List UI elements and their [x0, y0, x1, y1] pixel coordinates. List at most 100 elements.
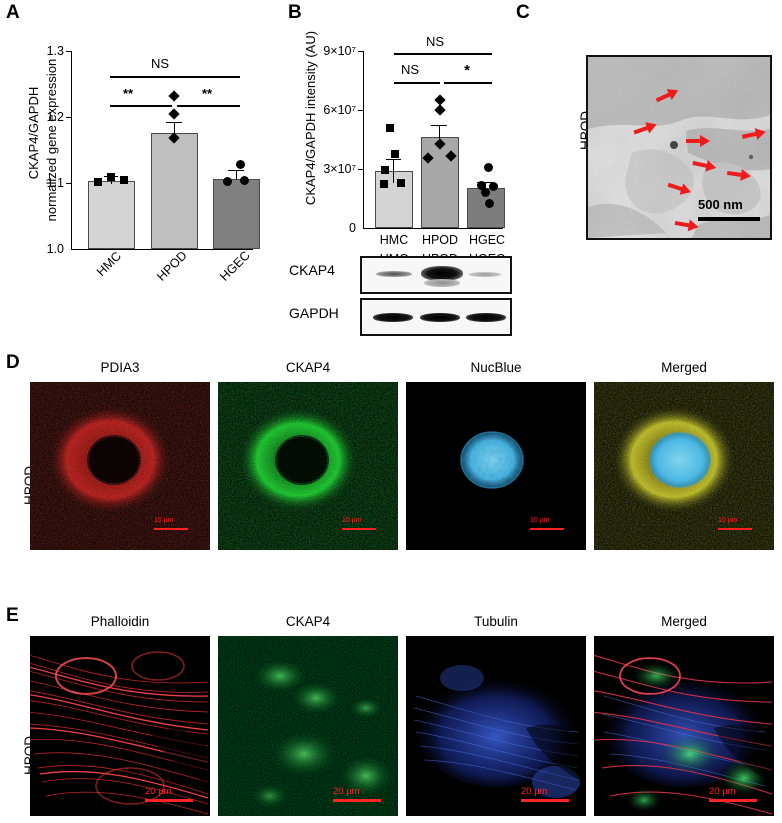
panel-a-ytick-3: 1.0 [46, 242, 64, 256]
panel-e-scalebar-text-4: 20 µm [709, 786, 736, 797]
panel-a-ytick-mark-1 [66, 117, 71, 118]
arrow-icon [674, 219, 699, 232]
panel-c-scalebar-text: 500 nm [698, 197, 743, 212]
panel-a-errorbar-cap-hgec [228, 170, 244, 172]
panel-b-errorbar-cap-hmc [386, 159, 401, 161]
panel-a-ylabel-line2: normalized gene expression [44, 58, 59, 222]
panel-a-ytick-0: 1.3 [46, 44, 64, 58]
blot-band-gapdh-hpod [420, 313, 460, 322]
panel-e-letter: E [6, 605, 19, 626]
panel-d-image-nucblue: 10 µm [406, 382, 586, 550]
panel-b-ytick-0: 9×10⁷ [323, 44, 356, 58]
panel-a-ytick-2: 1.1 [46, 176, 64, 190]
panel-a-sig-label-1: ** [122, 86, 134, 101]
blot-box-ckap4 [360, 256, 512, 294]
panel-a-ytick-mark-2 [66, 183, 71, 184]
panel-a-bar-hpod [151, 133, 198, 249]
panel-b-ytick-mark-2 [358, 169, 363, 170]
panel-a-errorbar-hpod [174, 122, 176, 134]
panel-e-col-title-0: Phalloidin [90, 614, 150, 629]
panel-a-x-axis [71, 249, 253, 251]
panel-b-sig-bar-1 [394, 82, 440, 84]
panel-b-ytick-1: 6×10⁷ [323, 103, 356, 117]
panel-c-letter: C [516, 2, 530, 23]
panel-c-em-image: 500 nm [586, 55, 772, 240]
panel-a-bar-hmc [88, 181, 135, 249]
panel-a-sig-bar-0 [110, 76, 240, 78]
panel-b-point [484, 163, 493, 172]
panel-a-bar-hgec [213, 179, 260, 249]
arrow-icon [686, 135, 710, 147]
panel-b-xcat-hmc: HMC [379, 233, 409, 247]
panel-b-point [381, 166, 389, 174]
panel-b-ytick-2: 3×10⁷ [323, 162, 356, 176]
panel-a-ylabel-line1: CKAP4/GAPDH [26, 86, 41, 180]
panel-a-ytick-1: 1.2 [46, 110, 64, 124]
panel-a-point [168, 90, 180, 102]
panel-e-scalebar-text-3: 20 µm [521, 786, 548, 797]
arrow-icon [741, 128, 766, 140]
panel-d-col-title-0: PDIA3 [100, 360, 140, 375]
panel-b-sig-bar-0 [394, 53, 492, 55]
panel-a-point [107, 173, 115, 181]
panel-d-image-pdia3: 10 µm [30, 382, 210, 550]
panel-b-xcat-hpod: HPOD [421, 233, 459, 247]
panel-d-col-title-1: CKAP4 [285, 360, 331, 375]
panel-d-image-merged: 10 µm [594, 382, 774, 550]
panel-b-x-axis [363, 228, 503, 230]
panel-e-image-merged: 20 µm [594, 636, 774, 816]
panel-e-image-ckap4: 20 µm [218, 636, 398, 816]
panel-a-letter: A [6, 2, 20, 23]
panel-b-bar-hpod [421, 137, 459, 228]
panel-b-point [481, 188, 490, 197]
panel-e-scalebar-text-1: 20 µm [145, 786, 172, 797]
panel-b-xcat-hgec: HGEC [468, 233, 506, 247]
panel-a-point [120, 176, 128, 184]
panel-a-point [168, 108, 180, 120]
panel-a-y-axis [71, 51, 73, 249]
panel-b-errorbar-hmc [393, 159, 395, 183]
panel-e-col-title-2: Tubulin [474, 614, 518, 629]
panel-a-point [94, 178, 102, 186]
panel-e-col-title-1: CKAP4 [285, 614, 331, 629]
em-texture [588, 57, 770, 238]
panel-b-point [380, 180, 388, 188]
blot-band-ckap4-hgec [469, 272, 501, 277]
panel-d-col-title-3: Merged [661, 360, 707, 375]
panel-d-image-ckap4: 10 µm [218, 382, 398, 550]
blot-row-label-gapdh: GAPDH [289, 305, 339, 321]
panel-a-sig-label-2: ** [201, 86, 213, 101]
panel-e-image-phalloidin: 20 µm [30, 636, 210, 816]
panel-b-errorbar-cap-hpod [431, 125, 447, 127]
arrow-icon [692, 159, 717, 172]
panel-a-sig-label-0: NS [150, 56, 170, 71]
panel-d-letter: D [6, 352, 20, 373]
arrow-icon [726, 168, 751, 181]
panel-a-sig-bar-1 [110, 105, 172, 107]
panel-d-scalebar-text-4: 10 µm [718, 517, 738, 524]
panel-b-point [397, 179, 405, 187]
blot-box-gapdh [360, 298, 512, 336]
panel-b-errorbar-hpod [439, 125, 441, 149]
panel-b-point [391, 150, 399, 158]
panel-d-col-title-2: NucBlue [470, 360, 522, 375]
arrow-icon [633, 122, 657, 135]
panel-b-sig-label-2: * [464, 62, 470, 79]
panel-b-sig-label-0: NS [425, 34, 445, 49]
panel-b-point [386, 124, 394, 132]
panel-e-col-title-3: Merged [661, 614, 707, 629]
blot-band-ckap4-hmc [376, 271, 412, 277]
panel-a-point [223, 177, 232, 186]
panel-d-scalebar-text-3: 10 µm [530, 517, 550, 524]
panel-b-ytick-mark-1 [358, 110, 363, 111]
panel-b-sig-label-1: NS [400, 62, 420, 77]
panel-a-ytick-mark-0 [66, 51, 71, 52]
panel-b-letter: B [288, 2, 302, 23]
panel-a-errorbar-hgec [236, 170, 238, 180]
panel-a-errorbar-cap-hpod [166, 122, 182, 124]
panel-c-scalebar-line [698, 217, 760, 221]
panel-e-image-tubulin: 20 µm [406, 636, 586, 816]
panel-b-point [477, 181, 486, 190]
panel-b-sig-bar-2 [444, 82, 492, 84]
panel-b-ytick-mark-0 [358, 51, 363, 52]
